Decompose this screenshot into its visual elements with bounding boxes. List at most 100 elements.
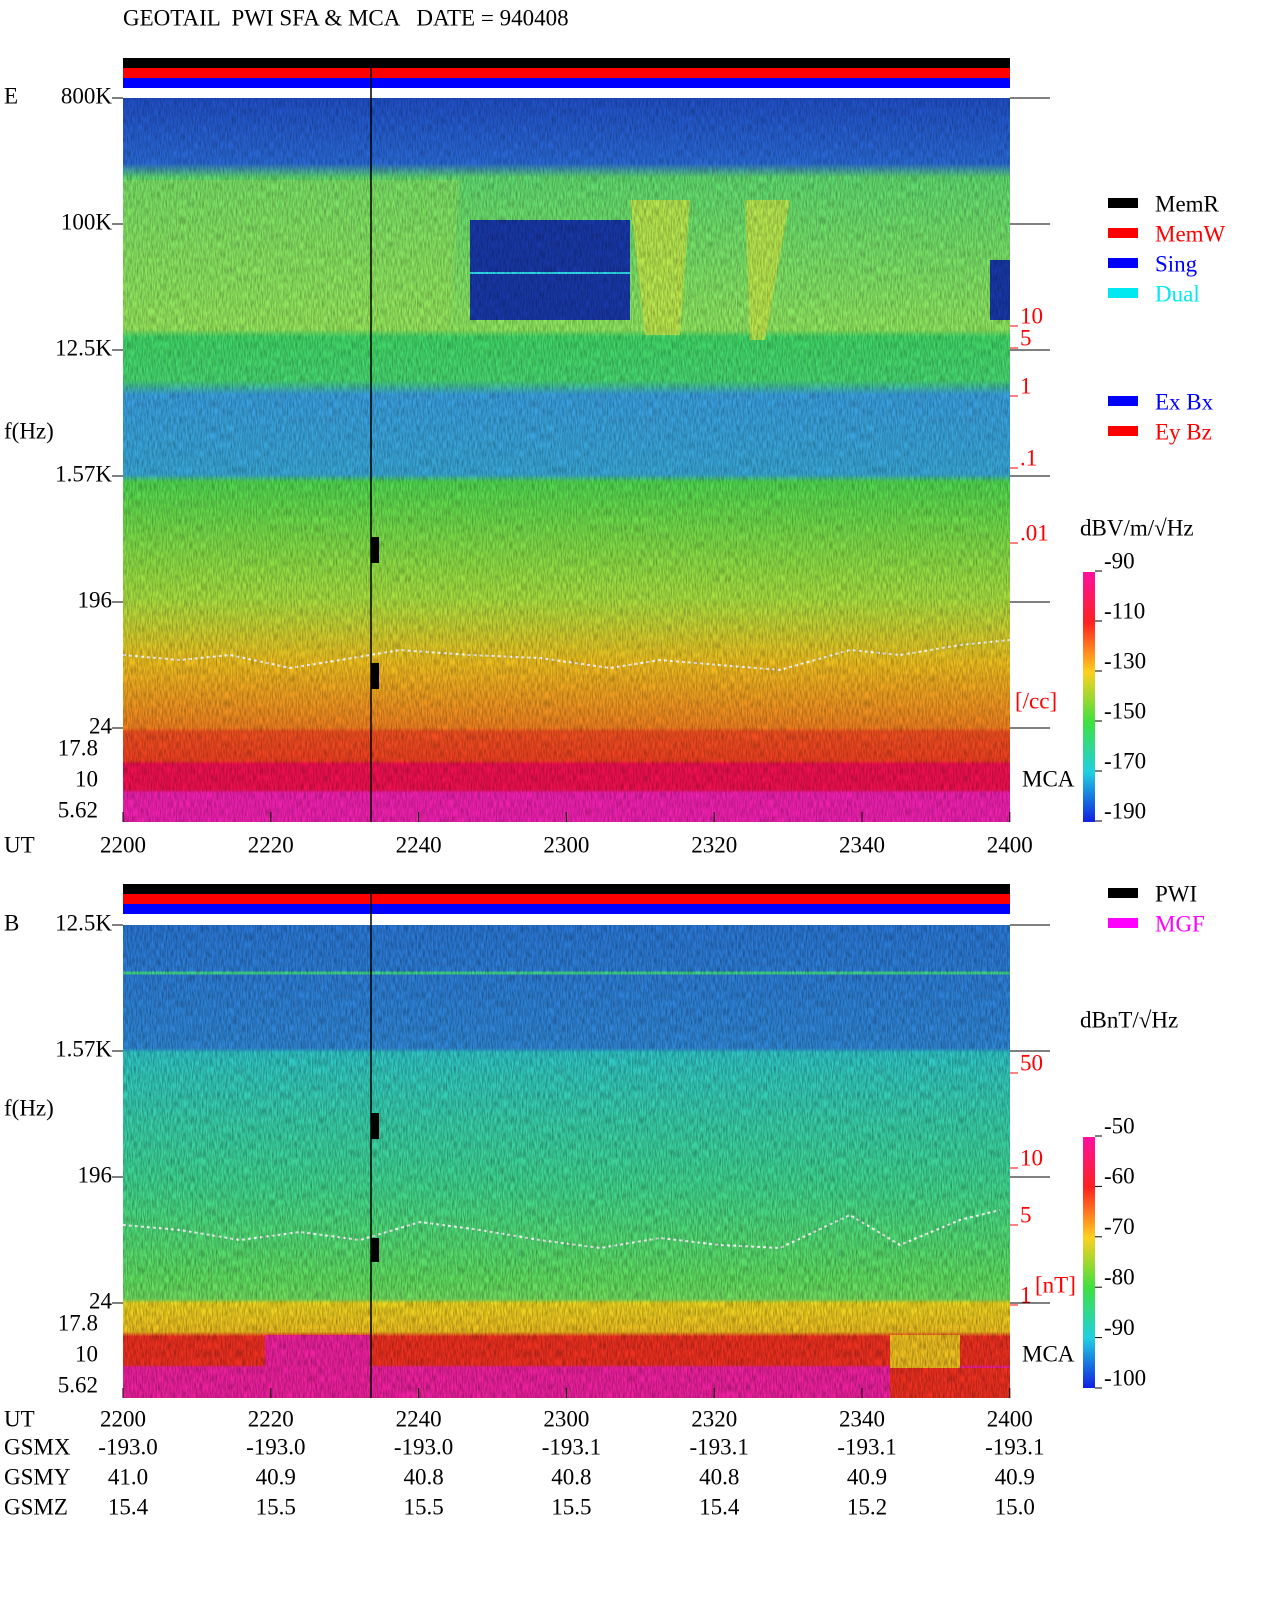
scale-unit: [nT] (1035, 1272, 1076, 1297)
x-tick-label: 2340 (839, 832, 885, 857)
orbit-label: GSMZ (4, 1494, 68, 1519)
y-tick-label: 1.57K (55, 461, 112, 486)
orbit-value: 40.9 (256, 1464, 296, 1489)
legend-label: Ey Bz (1155, 419, 1212, 444)
y-tick-label: 24 (89, 1288, 113, 1313)
orbit-value: -193.1 (542, 1434, 601, 1459)
panel-label: E (4, 83, 18, 108)
panel-label: B (4, 910, 19, 935)
scale-tick-label: 5 (1020, 325, 1032, 350)
orbit-value: 15.0 (995, 1494, 1035, 1519)
mca-label: MCA (1022, 1341, 1075, 1366)
orbit-value: 40.8 (699, 1464, 739, 1489)
colorbar-tick-label: -130 (1104, 648, 1146, 673)
orbit-label: GSMX (4, 1434, 71, 1459)
orbit-value: 40.8 (403, 1464, 443, 1489)
colorbar-tick-label: -190 (1104, 798, 1146, 823)
title: GEOTAIL PWI SFA & MCA DATE = 940408 (123, 5, 569, 30)
legend-swatch (1108, 198, 1138, 208)
colorbar-e (1083, 572, 1095, 822)
y-tick-label: 196 (78, 587, 113, 612)
orbit-value: 15.2 (847, 1494, 887, 1519)
mca-label: MCA (1022, 766, 1075, 791)
legend-label: MGF (1155, 911, 1205, 936)
mca-tick-label: 17.8 (58, 1310, 98, 1335)
x-tick-label: 2240 (396, 832, 442, 857)
y-tick-label: 24 (89, 713, 113, 738)
x-tick-label: 2200 (100, 1406, 146, 1431)
x-tick-label: 2300 (543, 832, 589, 857)
colorbar-tick-label: -170 (1104, 748, 1146, 773)
colorbar-label: dBV/m/√Hz (1080, 515, 1194, 540)
orbit-value: -193.0 (394, 1434, 453, 1459)
orbit-value: 40.9 (847, 1464, 887, 1489)
orbit-value: 15.4 (699, 1494, 740, 1519)
legend-label: Ex Bx (1155, 389, 1214, 414)
orbit-value: -193.1 (689, 1434, 748, 1459)
colorbar-tick-label: -50 (1104, 1113, 1135, 1138)
y-tick-label: 100K (61, 209, 113, 234)
colorbar-tick-label: -90 (1104, 548, 1135, 573)
x-tick-label: 2340 (839, 1406, 885, 1431)
colorbar-tick-label: -110 (1104, 598, 1145, 623)
x-tick-label: 2320 (691, 832, 737, 857)
x-tick-label: 2400 (987, 832, 1033, 857)
mca-tick-label: 10 (75, 1341, 98, 1366)
orbit-value: 15.5 (551, 1494, 591, 1519)
legend-label: MemR (1155, 191, 1220, 216)
colorbar-label: dBnT/√Hz (1080, 1007, 1178, 1032)
scale-tick-label: .1 (1020, 445, 1037, 470)
scale-tick-label: 10 (1020, 303, 1043, 328)
orbit-value: 40.9 (995, 1464, 1035, 1489)
status-bars (123, 58, 1010, 914)
orbit-value: 15.4 (108, 1494, 149, 1519)
x-tick-label: 2200 (100, 832, 146, 857)
time-axis-label: UT (4, 832, 35, 857)
scale-tick-label: .01 (1020, 520, 1049, 545)
orbit-value: 41.0 (108, 1464, 148, 1489)
mca-tick-label: 17.8 (58, 735, 98, 760)
legend-label: Sing (1155, 251, 1198, 276)
x-tick-label: 2220 (248, 1406, 294, 1431)
mca-tick-label: 5.62 (58, 1372, 98, 1397)
colorbar-tick-label: -100 (1104, 1365, 1146, 1390)
x-tick-label: 2300 (543, 1406, 589, 1431)
legend-swatch (1108, 228, 1138, 238)
legend-label: MemW (1155, 221, 1226, 246)
scale-tick-label: 1 (1020, 1282, 1032, 1307)
orbit-value: -193.0 (98, 1434, 157, 1459)
mca-tick-label: 10 (75, 766, 98, 791)
colorbar-tick-label: -150 (1104, 698, 1146, 723)
scale-tick-label: 10 (1020, 1145, 1043, 1170)
orbit-value: 15.5 (256, 1494, 296, 1519)
x-tick-label: 2240 (396, 1406, 442, 1431)
orbit-value: -193.0 (246, 1434, 305, 1459)
y-axis-label: f(Hz) (4, 418, 54, 443)
legend-swatch (1108, 426, 1138, 436)
legend-swatch (1108, 288, 1138, 298)
markers (370, 58, 379, 1398)
y-tick-label: 12.5K (55, 335, 112, 360)
x-tick-label: 2400 (987, 1406, 1033, 1431)
colorbar-tick-label: -80 (1104, 1264, 1135, 1289)
orbit-value: 15.5 (403, 1494, 443, 1519)
spectrogram-b (122, 925, 1010, 1398)
legend-swatch (1108, 258, 1138, 268)
colorbar-tick-label: -90 (1104, 1315, 1135, 1340)
colorbar-tick-label: -70 (1104, 1214, 1135, 1239)
scale-tick-label: 5 (1020, 1202, 1032, 1227)
colorbar-tick-label: -60 (1104, 1164, 1135, 1189)
time-axis-label: UT (4, 1406, 35, 1431)
y-axis-label: f(Hz) (4, 1095, 54, 1120)
orbit-label: GSMY (4, 1464, 71, 1489)
y-tick-label: 12.5K (55, 910, 112, 935)
scale-tick-label: 50 (1020, 1050, 1043, 1075)
legend-swatch (1108, 888, 1138, 898)
orbit-value: 40.8 (551, 1464, 591, 1489)
spectrogram-e (122, 98, 1011, 822)
scale-tick-label: 1 (1020, 373, 1032, 398)
legend-label: Dual (1155, 281, 1200, 306)
y-tick-label: 1.57K (55, 1036, 112, 1061)
x-tick-label: 2320 (691, 1406, 737, 1431)
